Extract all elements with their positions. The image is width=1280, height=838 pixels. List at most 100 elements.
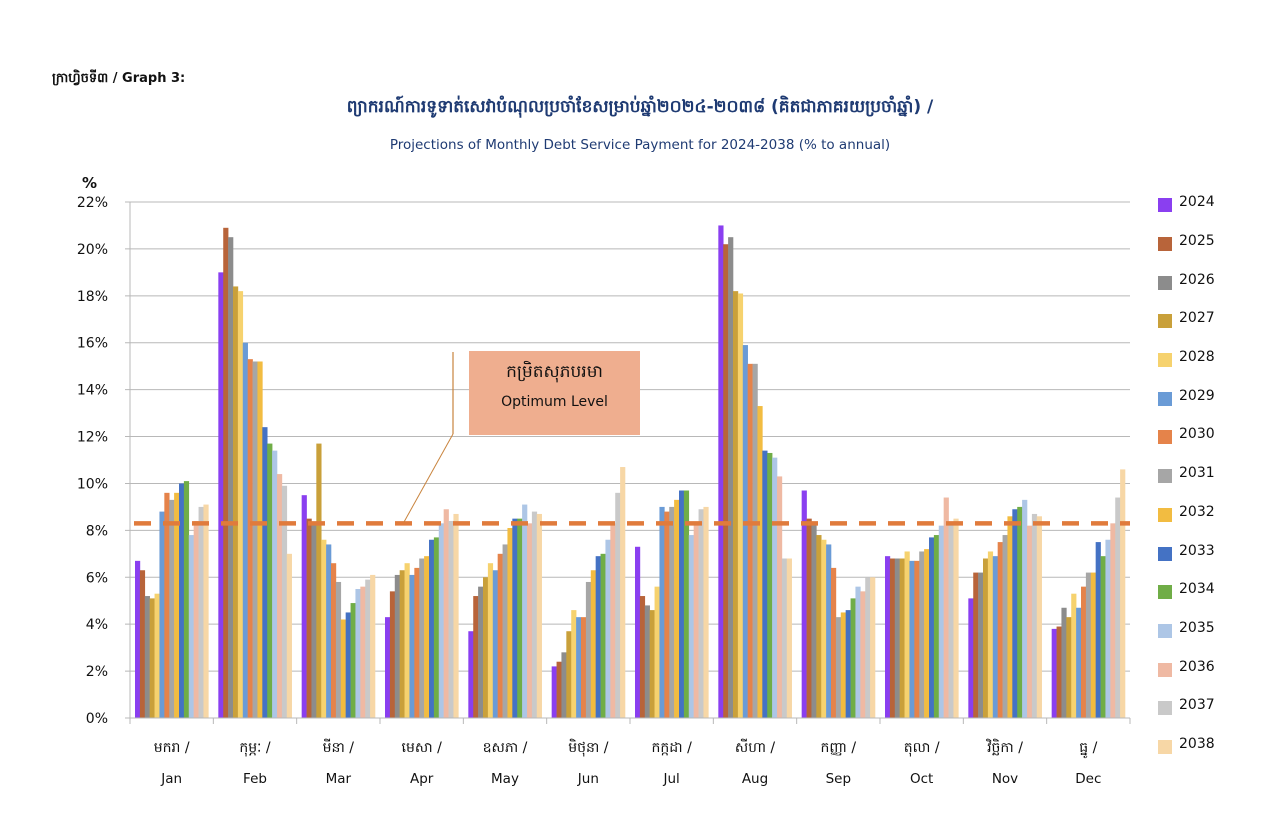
bar-jan-2031 <box>169 499 175 718</box>
y-tick-label: 10% <box>77 476 108 492</box>
bar-oct-2025 <box>889 558 896 718</box>
legend-swatch <box>1158 353 1172 368</box>
x-label-apr: Apr <box>409 771 434 787</box>
bar-nov-2026 <box>978 572 984 718</box>
bar-sep-2038 <box>870 577 876 718</box>
bar-mar-2038 <box>370 574 376 718</box>
legend-label: 2029 <box>1179 387 1215 404</box>
bar-may-2028 <box>487 563 494 718</box>
legend-label: 2024 <box>1179 194 1215 211</box>
legend-swatch <box>1158 546 1172 561</box>
bar-jun-2034 <box>600 553 606 718</box>
bar-nov-2031 <box>1002 535 1008 718</box>
bar-may-2026 <box>478 586 484 718</box>
bar-dec-2030 <box>1081 586 1087 718</box>
bar-mar-2035 <box>355 589 361 718</box>
legend-swatch <box>1158 391 1172 406</box>
bar-group-nov <box>968 499 1042 718</box>
bar-group-apr <box>385 509 459 718</box>
bar-sep-2030 <box>831 567 837 718</box>
y-tick-label: 14% <box>77 383 108 399</box>
bar-sep-2037 <box>865 577 871 718</box>
bar-aug-2036 <box>777 476 783 718</box>
bar-oct-2034 <box>933 535 940 718</box>
bar-aug-2026 <box>728 237 734 718</box>
legend-item-2036: 2036 <box>1158 647 1215 686</box>
annotation-pointer-line <box>403 433 454 523</box>
bar-dec-2031 <box>1085 572 1092 718</box>
y-tick-label: 2% <box>86 664 108 680</box>
x-axis <box>129 717 1131 724</box>
bar-sep-2035 <box>855 586 861 718</box>
x-label-feb: Feb <box>243 771 267 787</box>
bar-sep-2033 <box>845 610 851 718</box>
bar-feb-2037 <box>281 485 288 718</box>
bar-apr-2031 <box>419 558 425 718</box>
bar-mar-2030 <box>331 563 337 718</box>
legend-item-2024: 2024 <box>1158 183 1215 222</box>
bar-may-2034 <box>517 518 523 718</box>
bar-jun-2037 <box>615 492 621 718</box>
bar-feb-2031 <box>252 361 258 718</box>
x-label-khmer-feb: កុម្ភៈ / <box>239 740 271 756</box>
bar-mar-2028 <box>321 539 327 718</box>
bar-nov-2030 <box>997 542 1003 718</box>
x-label-sep: Sep <box>825 771 852 787</box>
bar-aug-2035 <box>772 457 778 718</box>
bar-nov-2025 <box>973 572 979 718</box>
bar-jul-2034 <box>683 490 690 718</box>
bar-nov-2036 <box>1027 525 1033 718</box>
legend-label: 2028 <box>1179 349 1215 366</box>
bar-jun-2030 <box>581 617 587 718</box>
bar-oct-2036 <box>943 497 949 718</box>
bar-jul-2024 <box>635 546 641 718</box>
legend-item-2033: 2033 <box>1158 531 1215 570</box>
bar-may-2024 <box>468 631 474 718</box>
bar-mar-2024 <box>301 495 307 718</box>
bar-sep-2029 <box>826 544 832 718</box>
x-label-oct: Oct <box>909 771 934 787</box>
y-tick-label: 6% <box>86 570 108 586</box>
bar-jul-2029 <box>659 506 665 718</box>
bar-apr-2028 <box>404 563 410 718</box>
optimum-level-annotation: កម្រិតសុភបរមា Optimum Level <box>469 351 640 435</box>
legend-item-2038: 2038 <box>1158 725 1215 764</box>
bar-dec-2034 <box>1100 556 1106 718</box>
x-label-jun: Jun <box>577 771 599 787</box>
bar-jan-2028 <box>154 593 160 718</box>
bar-dec-2033 <box>1095 542 1101 718</box>
bar-feb-2025 <box>223 227 229 719</box>
bar-group-aug <box>718 225 792 718</box>
x-label-khmer-nov: វិច្ឆិកា / <box>987 740 1023 756</box>
bar-group-dec <box>1051 469 1126 718</box>
legend-item-2030: 2030 <box>1158 415 1215 454</box>
bar-dec-2038 <box>1120 469 1126 718</box>
graph-number-label: ក្រាហ្វិចទី៣ / Graph 3: <box>52 71 186 86</box>
x-label-khmer-may: ឧសភា / <box>482 740 528 756</box>
bar-dec-2035 <box>1105 539 1111 718</box>
bar-apr-2027 <box>399 570 405 718</box>
bar-oct-2027 <box>899 558 905 718</box>
bar-group-jul <box>635 490 709 718</box>
bar-jul-2038 <box>703 506 709 718</box>
bar-may-2036 <box>527 523 533 718</box>
bar-aug-2037 <box>781 558 788 718</box>
bar-may-2031 <box>502 544 508 718</box>
legend-item-2028: 2028 <box>1158 338 1215 377</box>
bar-apr-2030 <box>414 567 420 718</box>
bar-mar-2034 <box>350 603 356 718</box>
annotation-label-english: Optimum Level <box>501 394 608 410</box>
bar-oct-2024 <box>885 556 891 718</box>
x-label-khmer-mar: មីនា / <box>322 740 355 756</box>
bar-oct-2035 <box>938 525 944 718</box>
chart-title-khmer: ព្យាករណ៍ការទូទាត់សេវាបំណុលប្រចាំខែសម្រាប… <box>346 97 934 117</box>
bar-feb-2024 <box>218 272 224 718</box>
bar-sep-2036 <box>860 591 866 718</box>
bar-mar-2029 <box>326 544 332 718</box>
bar-nov-2033 <box>1012 509 1018 718</box>
legend-label: 2025 <box>1179 233 1215 250</box>
legend-swatch <box>1158 469 1172 484</box>
legend-swatch <box>1158 739 1172 754</box>
bar-mar-2026 <box>311 523 317 718</box>
